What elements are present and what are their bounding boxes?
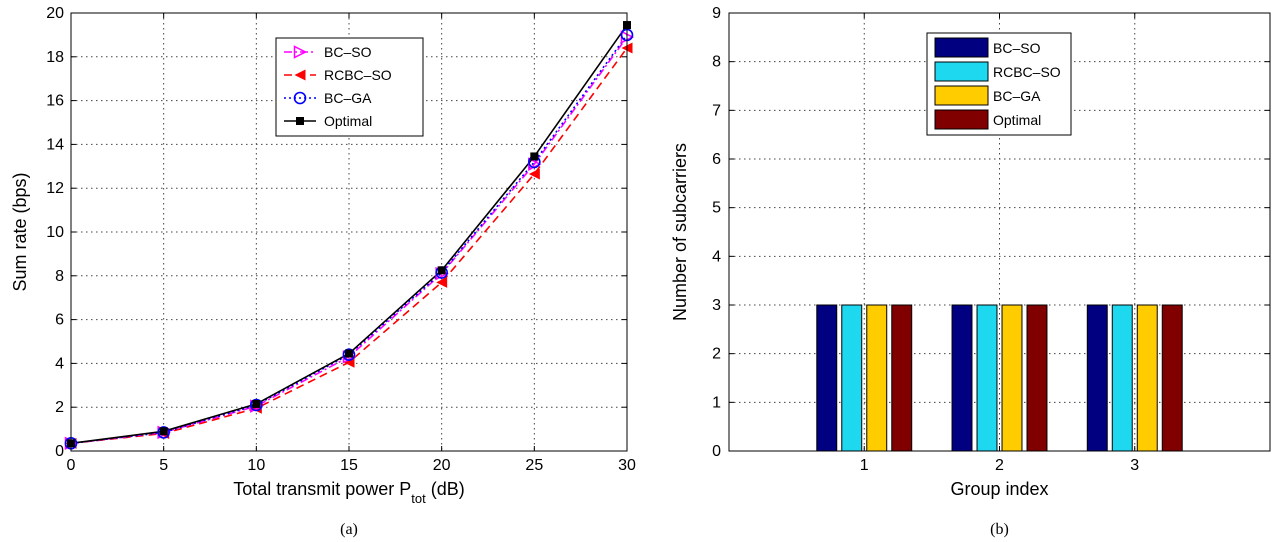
legend-item: Optimal <box>934 109 1041 130</box>
legend-item: BC–GA <box>934 85 1041 106</box>
chart-b-subcarriers: 1 2 3 0 1 2 3 4 5 6 7 8 9 Group index Number of subcar… <box>670 5 1271 538</box>
y-tick-label: 0 <box>55 443 64 460</box>
chart-a-sum-rate: 0 5 10 15 20 25 30 0 2 4 6 8 10 12 14 16 18 20 Total trans… <box>10 5 636 538</box>
y-tick-label: 6 <box>55 312 64 329</box>
y-axis-label: Sum rate (bps) <box>10 172 30 291</box>
bar-RCBC–SO <box>841 304 863 452</box>
y-tick-label: 10 <box>46 224 64 241</box>
y-tick-label: 8 <box>712 54 721 71</box>
data-point <box>159 427 168 436</box>
y-tick-label: 12 <box>46 180 64 197</box>
bar-Optimal <box>1161 304 1183 452</box>
x-tick-label: 10 <box>247 457 265 474</box>
x-tick-label: 3 <box>1130 457 1139 474</box>
x-tick-label: 15 <box>340 457 358 474</box>
x-tick-label: 25 <box>525 457 543 474</box>
bar-RCBC–SO <box>1111 304 1133 452</box>
y-tick-label: 5 <box>712 200 721 217</box>
legend-swatch <box>934 85 989 106</box>
legend-label: RCBC–SO <box>324 67 392 83</box>
legend-label: Optimal <box>993 112 1041 128</box>
data-point <box>530 152 539 161</box>
data-point <box>250 398 263 412</box>
legend-marker <box>296 117 304 125</box>
y-tick-label: 20 <box>46 5 64 22</box>
legend-item: Optimal <box>284 113 372 129</box>
legend-swatch <box>934 37 989 58</box>
y-tick-label: 6 <box>712 151 721 168</box>
y-tick-label: 14 <box>46 136 64 153</box>
data-point <box>342 348 356 361</box>
y-tick-label: 2 <box>55 399 64 416</box>
data-point <box>528 168 540 180</box>
caption-b: (b) <box>990 521 1009 538</box>
data-point <box>345 349 353 358</box>
legend-label: BC–SO <box>324 44 372 60</box>
legend: BC–SO RCBC–SO BC–GA Optimal <box>926 32 1072 136</box>
y-tick-label: 16 <box>46 93 64 110</box>
y-tick-label: 0 <box>712 443 721 460</box>
legend-label: Optimal <box>324 113 372 129</box>
y-tick-label: 1 <box>712 394 721 411</box>
legend-item: BC–SO <box>934 37 1041 58</box>
legend-label: BC–GA <box>993 88 1041 104</box>
x-tick-label: 20 <box>433 457 451 474</box>
legend-item: BC–SO <box>284 44 372 60</box>
y-tick-label: 7 <box>712 102 721 119</box>
bar-RCBC–SO <box>976 304 998 452</box>
x-axis-label: Group index <box>950 479 1048 499</box>
y-tick-label: 4 <box>712 248 721 265</box>
legend-marker <box>293 45 308 59</box>
y-tick-label: 3 <box>712 297 721 314</box>
y-tick-label: 4 <box>55 355 64 372</box>
data-point <box>252 399 261 408</box>
x-axis-label-unit: (dB) <box>426 479 465 499</box>
legend-item: RCBC–SO <box>934 61 1061 82</box>
bar-BC–SO <box>951 304 973 452</box>
bar-BC–GA <box>866 304 888 452</box>
data-point <box>436 276 448 288</box>
x-axis-label: Total transmit power Ptot (dB) <box>233 479 465 506</box>
data-point <box>437 266 446 275</box>
bar-BC–GA <box>1136 304 1158 452</box>
bar-BC–GA <box>1001 304 1023 452</box>
x-tick-label: 1 <box>860 457 869 474</box>
y-tick-label: 8 <box>55 268 64 285</box>
y-tick-label: 2 <box>712 346 721 363</box>
legend-marker <box>294 69 306 81</box>
legend-marker <box>293 91 307 105</box>
bar-BC–SO <box>1086 304 1108 452</box>
data-point <box>157 426 170 439</box>
legend-item: BC–GA <box>284 90 372 106</box>
caption-a: (a) <box>340 521 358 538</box>
bar-BC–SO <box>816 304 838 452</box>
y-tick-label: 9 <box>712 5 721 22</box>
legend-item: RCBC–SO <box>284 67 392 83</box>
bar-Optimal <box>1026 304 1048 452</box>
legend-label: RCBC–SO <box>993 64 1061 80</box>
bar-Optimal <box>891 304 913 452</box>
legend-swatch <box>934 61 989 82</box>
x-tick-label: 0 <box>67 457 76 474</box>
y-tick-label: 18 <box>46 49 64 66</box>
legend: BC–SO RCBC–SO BC–GA Optimal <box>275 37 424 137</box>
x-tick-label: 5 <box>159 457 168 474</box>
x-tick-label: 2 <box>995 457 1004 474</box>
x-axis-label-subscript: tot <box>411 491 426 506</box>
y-axis-label: Number of subcarriers <box>670 143 690 321</box>
legend-swatch <box>934 109 989 130</box>
legend-label: BC–SO <box>993 40 1041 56</box>
x-tick-label: 30 <box>618 457 636 474</box>
legend-label: BC–GA <box>324 90 372 106</box>
